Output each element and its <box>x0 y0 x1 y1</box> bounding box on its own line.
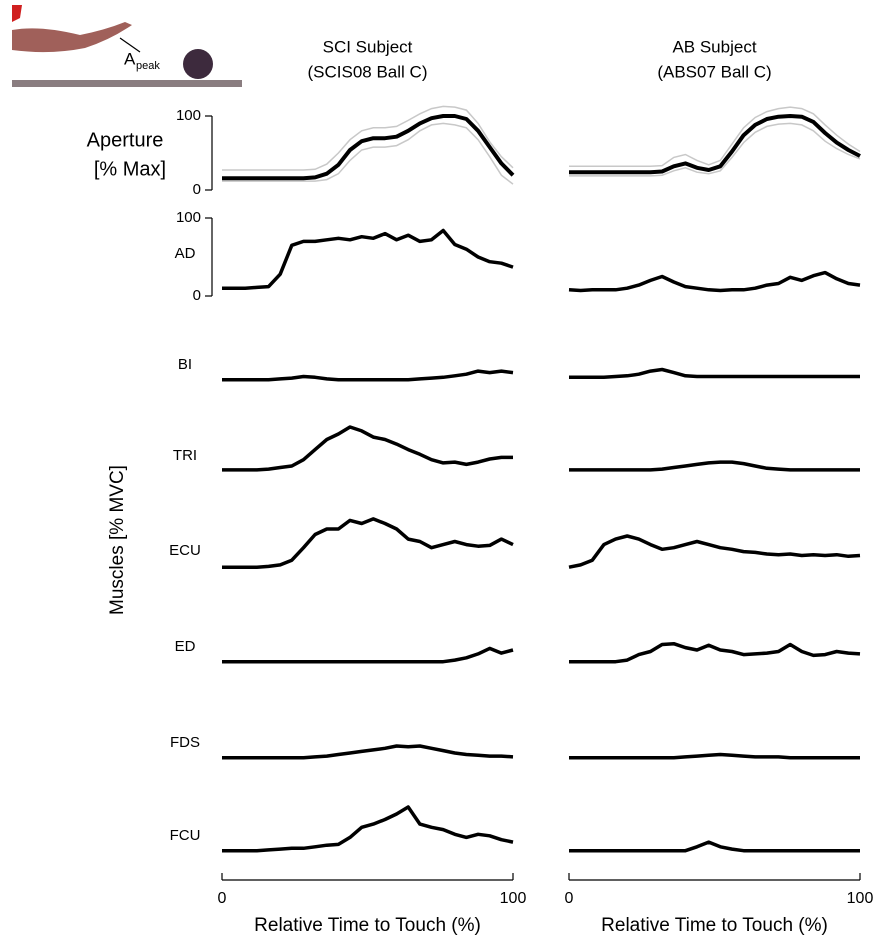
muscle-line <box>569 460 860 472</box>
row-label: ED <box>175 638 196 655</box>
aperture-band <box>222 105 514 171</box>
x-label: Relative Time to Touch (%) <box>254 915 481 936</box>
column-subtitle: (SCIS08 Ball C) <box>308 62 428 81</box>
y-label: [% Max] <box>94 158 166 180</box>
muscle-line <box>222 646 514 664</box>
shoulder <box>12 5 22 22</box>
y-tick-label: 100 <box>176 209 201 226</box>
muscle-line <box>569 752 860 760</box>
column-title: AB Subject <box>672 37 756 56</box>
row-label: BI <box>178 356 192 373</box>
muscle-line <box>568 534 861 569</box>
x-label: Relative Time to Touch (%) <box>601 915 828 936</box>
x-tick-label: 0 <box>218 890 227 907</box>
muscle-y-label: Muscles [% MVC] <box>107 465 128 615</box>
muscle-line <box>568 270 861 293</box>
column-subtitle: (ABS07 Ball C) <box>657 62 771 81</box>
row-label: ECU <box>169 542 201 559</box>
row-label: AD <box>175 245 196 262</box>
aperture-band <box>222 122 514 185</box>
ball <box>183 49 213 79</box>
aperture-band <box>569 106 861 168</box>
muscle-line <box>222 425 513 472</box>
y-tick-label: 100 <box>176 107 201 124</box>
aperture-line <box>222 114 515 181</box>
y-tick-label: 0 <box>193 287 201 304</box>
column-title: SCI Subject <box>323 37 413 56</box>
row-label: TRI <box>173 447 197 464</box>
aperture-marker <box>119 37 141 53</box>
y-tick-label: 0 <box>193 181 201 198</box>
x-tick-label: 100 <box>847 890 874 907</box>
muscle-line <box>222 805 514 853</box>
arm <box>12 22 132 53</box>
aperture-line <box>569 114 861 175</box>
row-label: FCU <box>170 827 201 844</box>
row-label: FDS <box>170 734 200 751</box>
y-label: Aperture <box>87 129 164 151</box>
muscle-line <box>569 367 860 380</box>
icon: A peak <box>12 5 242 87</box>
icon-label: A <box>124 49 136 68</box>
muscle-line <box>222 228 514 290</box>
table <box>12 80 242 87</box>
muscle-line <box>222 517 514 569</box>
aperture-band <box>569 122 861 177</box>
icon-subscript: peak <box>136 60 160 72</box>
x-tick-label: 0 <box>565 890 574 907</box>
muscle-line <box>569 641 861 664</box>
x-tick-label: 100 <box>500 890 527 907</box>
muscle-line <box>222 369 514 382</box>
muscle-line <box>222 744 514 760</box>
muscle-line <box>569 840 860 853</box>
